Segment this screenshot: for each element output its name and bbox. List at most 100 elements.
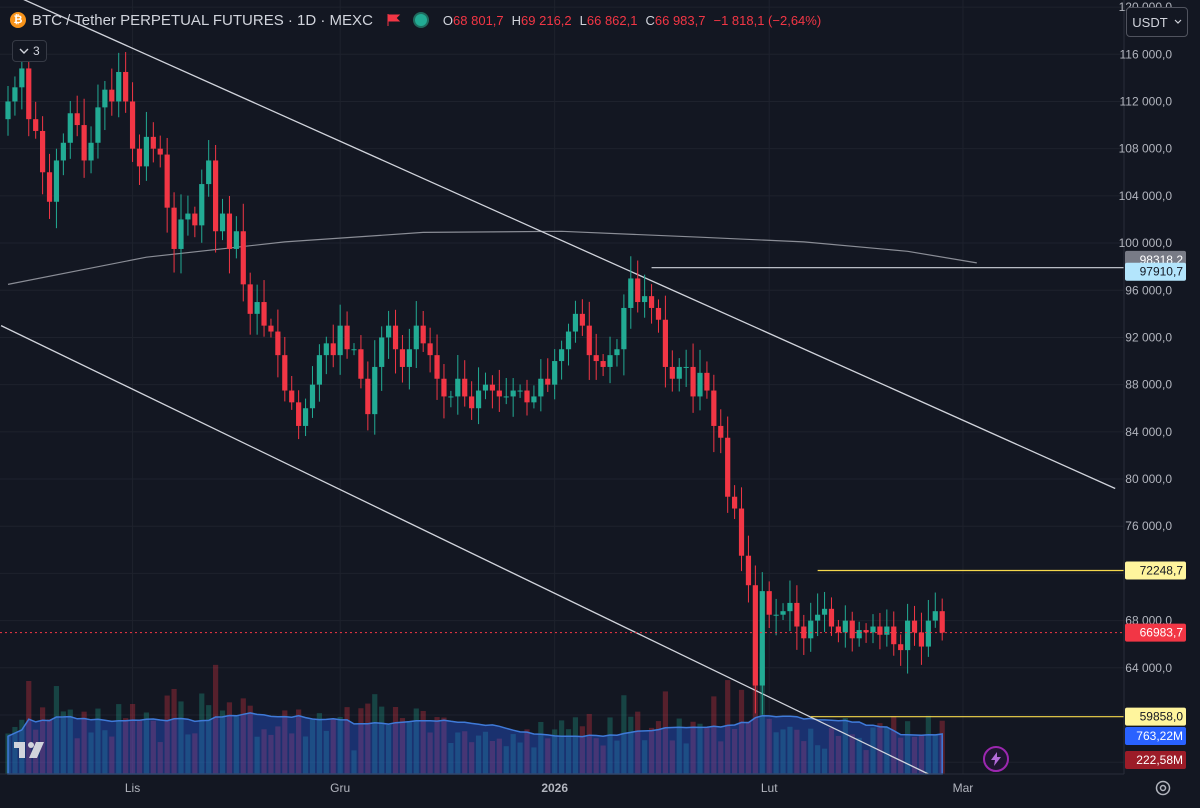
candle-body <box>448 396 454 398</box>
candle-body <box>247 284 253 314</box>
volume-bar <box>164 695 170 774</box>
candle-body <box>821 608 828 615</box>
volume-bar <box>690 721 696 774</box>
candle-body <box>88 142 94 161</box>
candle-body <box>12 87 18 102</box>
volume-bar <box>849 734 855 774</box>
candle-body <box>123 71 129 102</box>
volume-bar <box>316 713 322 774</box>
candle-body <box>323 343 329 356</box>
y-tick-label: 84 000,0 <box>1125 425 1172 439</box>
candle-body <box>102 89 108 108</box>
volume-bar <box>607 717 613 774</box>
volume-bar <box>219 710 226 774</box>
candle-body <box>898 644 904 651</box>
candle-body <box>579 313 585 326</box>
volume-bar <box>351 750 357 774</box>
candle-body <box>787 602 793 612</box>
candle-body <box>33 119 39 131</box>
volume-bar <box>725 680 731 774</box>
volume-bar <box>635 711 641 774</box>
volume-bar <box>911 736 918 774</box>
candle-body <box>496 390 502 397</box>
candle-body <box>46 172 53 202</box>
volume-bar <box>821 748 828 774</box>
volume-bar <box>12 726 18 774</box>
candle-body <box>379 337 385 367</box>
currency-selector[interactable]: USDT <box>1126 7 1188 37</box>
volume-bar <box>552 729 558 774</box>
y-tick-label: 88 000,0 <box>1125 378 1172 392</box>
volume-bar <box>123 718 129 774</box>
candle-body <box>642 296 648 303</box>
volume-bar <box>648 727 655 774</box>
candle-body <box>662 319 668 367</box>
volume-bar <box>718 741 724 774</box>
volume-bar <box>289 733 295 774</box>
chevron-down-icon <box>1174 19 1182 24</box>
price-label-badge <box>1125 623 1186 642</box>
candle-body <box>828 608 835 627</box>
indicators-toggle-button[interactable]: 3 <box>12 40 47 62</box>
volume-bar <box>323 730 329 774</box>
candle-body <box>406 349 412 367</box>
volume-bar <box>171 688 177 774</box>
volume-bar <box>642 740 648 774</box>
candle-body <box>358 349 364 379</box>
x-tick-label: Mar <box>953 781 974 795</box>
candle-body <box>676 366 682 379</box>
volume-bar <box>697 723 703 774</box>
candle-body <box>164 154 170 208</box>
volume-bar <box>143 712 149 774</box>
candle-body <box>538 378 544 397</box>
volume-bar <box>206 705 212 774</box>
volume-bar <box>586 713 592 774</box>
candle-body <box>351 349 357 351</box>
candle-body <box>475 390 482 409</box>
symbol-title[interactable]: BTC / Tether PERPETUAL FUTURES · 1D · ME… <box>32 11 373 29</box>
y-tick-label: 104 000,0 <box>1119 189 1173 203</box>
candle-body <box>206 160 212 185</box>
volume-bar <box>545 738 551 774</box>
volume-bar <box>275 726 281 774</box>
y-tick-label: 108 000,0 <box>1119 142 1173 156</box>
tradingview-logo[interactable] <box>14 738 52 760</box>
price-label: 72248,7 <box>1140 563 1184 577</box>
candle-body <box>60 142 66 161</box>
candle-body <box>19 68 25 88</box>
chevron-down-icon <box>19 48 29 54</box>
volume-bar <box>614 740 620 774</box>
candle-body <box>116 71 122 102</box>
lightning-icon[interactable] <box>983 746 1009 772</box>
candle-body <box>808 620 814 639</box>
candle-body <box>697 372 703 397</box>
volume-bar <box>815 745 821 774</box>
candle-body <box>877 626 883 635</box>
volume-bar <box>157 742 163 774</box>
volume-bar <box>559 720 565 774</box>
candle-body <box>282 355 288 391</box>
volume-bar <box>399 718 406 774</box>
candle-body <box>392 325 399 350</box>
volume-bar <box>496 738 502 774</box>
candle-body <box>939 611 945 633</box>
candle-body <box>420 325 426 344</box>
candle-body <box>565 331 572 350</box>
volume-bar <box>870 727 876 774</box>
gear-icon[interactable] <box>1153 778 1173 798</box>
candle-body <box>275 331 281 356</box>
volume-bar <box>358 708 364 774</box>
moving-average-line <box>7 230 977 285</box>
candle-body <box>635 278 641 303</box>
candle-body <box>628 278 634 308</box>
volume-bar <box>918 734 925 774</box>
volume-bar <box>884 727 890 774</box>
volume-bar <box>891 715 897 774</box>
flag-icon[interactable] <box>387 14 401 26</box>
candle-body <box>26 68 32 120</box>
volume-bar <box>565 729 572 774</box>
bitcoin-icon: ₿ <box>10 12 26 28</box>
candle-body <box>482 384 489 391</box>
volume-bar <box>53 686 60 774</box>
